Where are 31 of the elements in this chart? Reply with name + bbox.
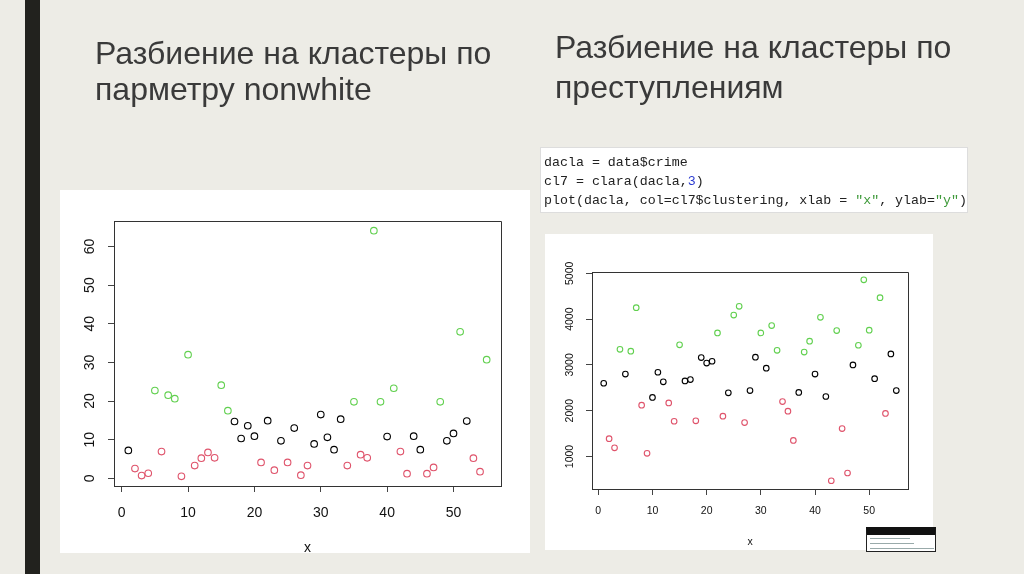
- chart-title: Разбиение на кластеры по преступлениям: [555, 28, 953, 107]
- text: dacla = data$crime: [544, 155, 688, 170]
- x-tick-label: 30: [312, 503, 329, 520]
- y-tick-label: 2000: [562, 398, 575, 423]
- x-tick-label: 50: [863, 503, 876, 516]
- x-tick-label: 20: [700, 503, 713, 516]
- y-tick-label: 5000: [562, 261, 575, 286]
- text: plot(dacla, col=cl7$clustering, xlab = "x", ylab="y"): [544, 193, 967, 208]
- y-tick-label: 50: [80, 277, 97, 293]
- y-tick-label: 60: [80, 238, 97, 255]
- x-axis-title: x: [747, 535, 754, 547]
- x-tick-label: 40: [809, 503, 822, 516]
- chart-title: Разбиение на кластеры по парметру nonwhite: [95, 35, 493, 107]
- y-tick-label: 4000: [562, 307, 575, 331]
- x-tick-label: 0: [595, 503, 602, 516]
- x-axis-title: x: [304, 539, 311, 555]
- y-tick-label: 30: [80, 354, 97, 371]
- text: cl7 = clara(dacla,3): [544, 174, 704, 189]
- x-tick-label: 10: [180, 503, 197, 520]
- y-tick-label: 1000: [562, 444, 575, 469]
- y-tick-label: 10: [80, 431, 97, 448]
- x-tick-label: 10: [646, 503, 659, 516]
- x-tick-label: 0: [117, 503, 126, 520]
- y-tick-label: 0: [80, 474, 97, 483]
- x-tick-label: 30: [754, 503, 767, 516]
- x-tick-label: 50: [445, 503, 462, 520]
- y-tick-label: 20: [80, 393, 97, 409]
- y-tick-label: 40: [80, 315, 97, 332]
- x-tick-label: 20: [246, 503, 263, 520]
- y-tick-label: 3000: [562, 353, 575, 377]
- x-tick-label: 40: [379, 503, 396, 520]
